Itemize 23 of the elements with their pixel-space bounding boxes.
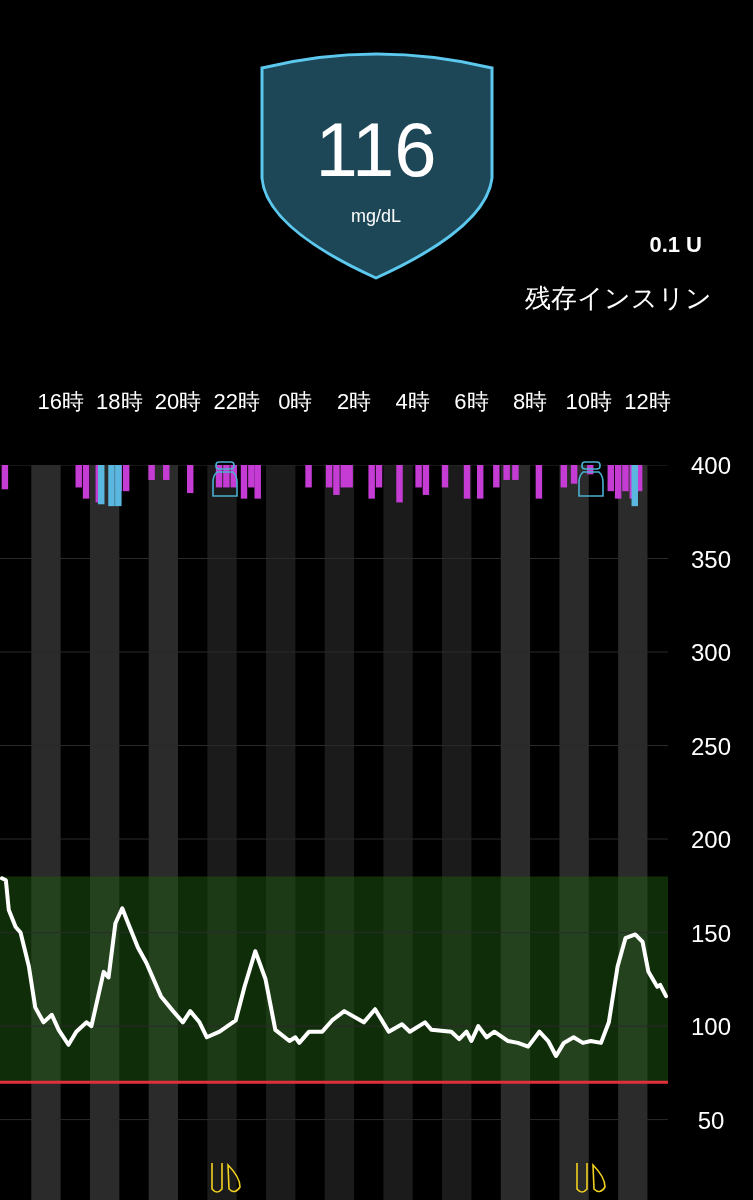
x-tick-label: 20時: [154, 389, 202, 414]
x-tick-label: 16時: [37, 389, 84, 414]
x-tick-label: 18時: [96, 389, 143, 414]
x-tick-label: 2時: [336, 389, 372, 414]
x-tick-label: 8時: [512, 389, 548, 414]
y-tick-label: 400: [690, 452, 732, 479]
text: 0.1 U: [649, 232, 702, 257]
y-tick-label: 250: [690, 732, 732, 760]
y-tick-label: 150: [690, 919, 732, 947]
y-tick-label: 350: [690, 545, 732, 573]
y-tick-label: 100: [690, 1013, 732, 1041]
x-tick-label: 6時: [454, 389, 489, 414]
text: mg/dL: [350, 206, 402, 226]
x-tick-label: 4時: [395, 389, 430, 414]
x-tick-label: 0時: [278, 389, 313, 414]
y-tick-label: 300: [690, 639, 732, 667]
y-tick-label: 50: [697, 1106, 725, 1134]
text: 残存インスリン: [525, 283, 712, 313]
x-tick-label: 12時: [624, 389, 671, 414]
x-tick-label: 10時: [565, 389, 613, 414]
y-tick-label: 200: [690, 826, 732, 854]
x-tick-label: 22時: [213, 389, 260, 414]
text: 116: [315, 107, 437, 192]
